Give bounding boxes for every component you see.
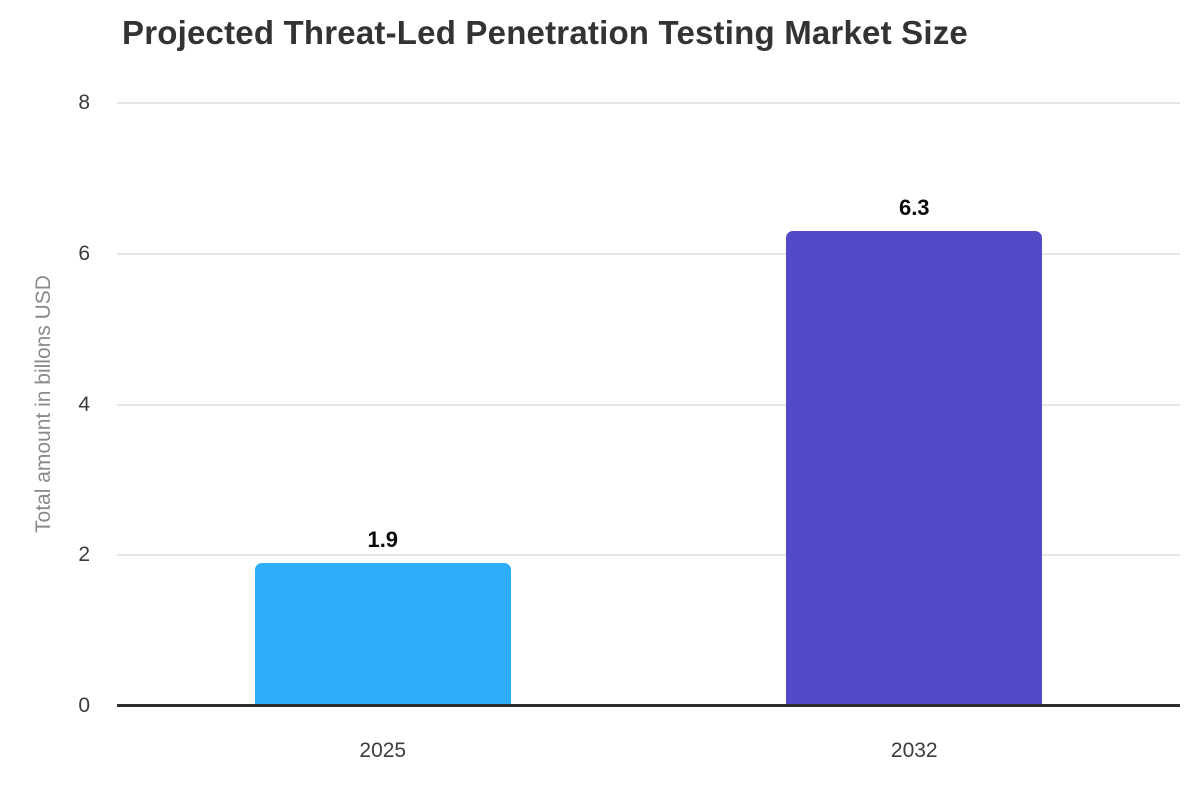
- y-tick-6: 6: [78, 241, 90, 265]
- gridline-y-6: [117, 252, 1180, 255]
- x-label-2025: 2025: [359, 739, 407, 762]
- x-label-2032: 2032: [890, 739, 938, 762]
- x-axis-line: [117, 704, 1180, 707]
- gridline-y-8: [117, 102, 1180, 104]
- y-tick-2: 2: [78, 543, 90, 567]
- gridline-y-2: [117, 554, 1180, 557]
- value-label-2025: 1.9: [367, 526, 399, 552]
- y-tick-4: 4: [78, 392, 90, 416]
- bar-2032[interactable]: [786, 231, 1043, 706]
- x-axis-labels: 2025 2032: [117, 736, 1180, 766]
- plot-area: 1.9 6.3: [117, 102, 1180, 707]
- gridline-y-4: [117, 403, 1180, 406]
- value-label-2032: 6.3: [898, 195, 930, 221]
- chart-title: Projected Threat-Led Penetration Testing…: [122, 14, 968, 51]
- y-axis-ticks: 0 2 4 6 8: [40, 91, 90, 717]
- y-tick-0: 0: [78, 694, 90, 717]
- y-tick-8: 8: [78, 91, 90, 114]
- bar-2025[interactable]: [254, 562, 511, 706]
